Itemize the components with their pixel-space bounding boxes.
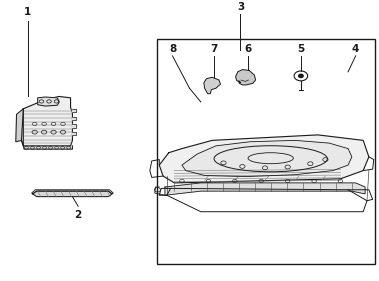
- Polygon shape: [72, 132, 76, 135]
- Polygon shape: [72, 124, 76, 128]
- Polygon shape: [204, 77, 221, 94]
- Polygon shape: [165, 183, 365, 195]
- Circle shape: [299, 74, 303, 78]
- Polygon shape: [236, 70, 255, 85]
- Text: 2: 2: [75, 210, 82, 219]
- Polygon shape: [159, 135, 369, 183]
- Polygon shape: [182, 140, 352, 176]
- Text: 3: 3: [237, 2, 244, 12]
- Polygon shape: [33, 191, 112, 197]
- Polygon shape: [32, 190, 113, 194]
- Text: 7: 7: [210, 44, 218, 54]
- Polygon shape: [22, 96, 72, 146]
- Text: 5: 5: [297, 44, 304, 54]
- Polygon shape: [16, 109, 23, 146]
- Text: 6: 6: [244, 44, 252, 54]
- Polygon shape: [72, 117, 76, 120]
- Polygon shape: [23, 146, 72, 149]
- Text: 4: 4: [352, 44, 359, 54]
- Bar: [157, 39, 374, 264]
- Text: 1: 1: [24, 7, 31, 17]
- Polygon shape: [38, 97, 59, 106]
- Text: 8: 8: [169, 44, 176, 54]
- Polygon shape: [72, 109, 76, 112]
